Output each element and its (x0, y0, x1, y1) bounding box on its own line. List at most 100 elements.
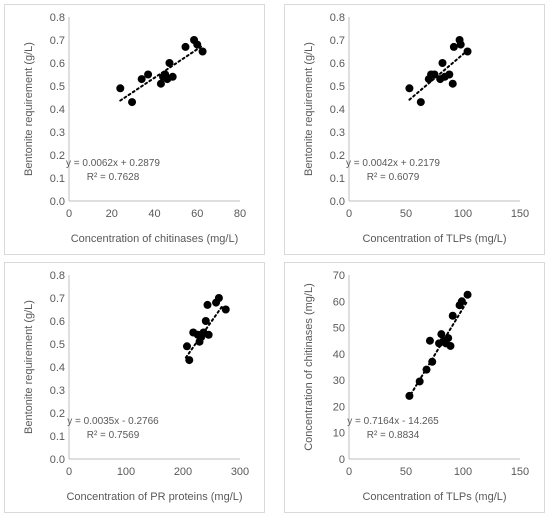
data-point (144, 70, 153, 79)
y-tick-label: 0.0 (50, 454, 65, 466)
x-axis-title: Concentration of TLPs (mg/L) (362, 491, 506, 503)
y-tick-label: 0.3 (50, 127, 65, 139)
data-point (437, 330, 446, 339)
data-point (193, 40, 202, 49)
chart-2: 0.0 0.1 0.2 0.3 0.4 0.5 0.6 0.7 0.8 0 50 100 150 Conc… (303, 12, 529, 245)
data-point (198, 47, 207, 56)
y-tick-label: 0.2 (50, 408, 65, 420)
data-point (422, 365, 431, 374)
y-tick-label: 0.7 (50, 35, 65, 47)
y-tick-label: 0.4 (50, 104, 65, 116)
y-tick-label: 0.2 (50, 150, 65, 162)
r-squared-label: R² = 0.8834 (367, 430, 420, 441)
chart-panel-2: 0.0 0.1 0.2 0.3 0.4 0.5 0.6 0.7 0.8 0 50 100 150 Conc… (284, 4, 545, 255)
x-tick-label: 0 (346, 208, 352, 220)
data-point (430, 70, 439, 79)
x-axis-title: Concentration of PR proteins (mg/L) (66, 491, 242, 503)
y-tick-label: 0.3 (330, 127, 345, 139)
y-axis-title: Bentonite requirement (g/L) (303, 42, 315, 176)
x-axis-title: Concentration of chitinases (mg/L) (71, 233, 239, 245)
x-axis-title: Concentration of TLPs (mg/L) (362, 233, 506, 245)
y-tick-label: 0.3 (50, 385, 65, 397)
chart-1: 0.0 0.1 0.2 0.3 0.4 0.5 0.6 0.7 0.8 0 20 40 60 80 Conc… (23, 12, 246, 245)
data-point (415, 377, 424, 386)
y-tick-label: 0.1 (50, 431, 65, 443)
x-tick-label: 100 (454, 208, 472, 220)
y-tick-label: 0 (339, 454, 345, 466)
data-point (165, 59, 174, 67)
x-tick-label: 150 (511, 466, 529, 478)
x-tick-label: 0 (346, 466, 352, 478)
y-tick-label: 10 (333, 428, 345, 440)
trendline-equation: y = 0.0062x + 0.2879 (66, 158, 160, 169)
data-point (428, 357, 437, 366)
x-tick-label: 0 (66, 208, 72, 220)
chart-panel-3: 0.0 0.1 0.2 0.3 0.4 0.5 0.6 0.7 0.8 0 100 200 300 Con… (4, 262, 265, 513)
x-tick-label: 200 (174, 466, 192, 478)
x-tick-label: 150 (511, 208, 529, 220)
data-point (116, 84, 125, 93)
data-point (416, 98, 425, 107)
data-point (128, 98, 137, 107)
data-point (185, 356, 194, 365)
trendline (408, 49, 469, 101)
data-point (444, 334, 453, 343)
trendline-equation: y = 0.7164x - 14.265 (347, 416, 439, 427)
r-squared-label: R² = 0.7569 (87, 430, 140, 441)
x-tick-label: 0 (66, 466, 72, 478)
y-tick-label: 50 (333, 323, 345, 335)
y-tick-label: 0.7 (330, 35, 345, 47)
y-tick-label: 0.5 (50, 81, 65, 93)
y-axis-title: Bentonite requirement (g/L) (23, 300, 35, 434)
data-point (448, 311, 457, 320)
y-axis-title: Concentration of chitinases (mg/L) (303, 283, 315, 451)
data-point (438, 59, 447, 67)
data-point (449, 42, 458, 51)
chart-3: 0.0 0.1 0.2 0.3 0.4 0.5 0.6 0.7 0.8 0 100 200 300 Con… (23, 270, 249, 503)
data-point (448, 79, 457, 88)
y-tick-label: 0.0 (50, 196, 65, 208)
x-tick-label: 50 (400, 466, 412, 478)
y-tick-label: 70 (333, 270, 345, 282)
y-tick-label: 20 (333, 401, 345, 413)
x-tick-label: 300 (231, 466, 249, 478)
data-point (463, 290, 472, 299)
data-point (445, 70, 454, 79)
x-tick-label: 100 (117, 466, 135, 478)
y-tick-label: 0.2 (330, 150, 345, 162)
y-tick-label: 0.6 (330, 58, 345, 70)
chart-4: 0 10 20 30 40 50 60 70 0 50 100 150 Concentration of… (303, 270, 529, 503)
data-point (203, 300, 212, 309)
y-tick-label: 0.1 (50, 173, 65, 185)
x-tick-label: 60 (191, 208, 203, 220)
trendline-equation: y = 0.0035x - 0.2766 (67, 416, 159, 427)
y-tick-label: 0.7 (50, 293, 65, 305)
chart-panel-4: 0 10 20 30 40 50 60 70 0 50 100 150 Concentration of… (284, 262, 545, 513)
data-point (221, 305, 230, 314)
y-tick-label: 0.8 (330, 12, 345, 24)
data-point (181, 42, 190, 51)
data-point (168, 72, 177, 81)
y-axis-title: Bentonite requirement (g/L) (23, 42, 35, 176)
y-tick-label: 0.6 (50, 58, 65, 70)
data-point (156, 79, 165, 88)
trendline-equation: y = 0.0042x + 0.2179 (346, 158, 440, 169)
data-point (182, 342, 191, 351)
y-tick-label: 40 (333, 349, 345, 361)
x-tick-label: 20 (106, 208, 118, 220)
r-squared-label: R² = 0.6079 (367, 172, 420, 183)
y-tick-label: 0.5 (50, 339, 65, 351)
data-point (456, 40, 465, 49)
data-point (405, 391, 414, 400)
y-tick-label: 0.4 (330, 104, 345, 116)
y-tick-label: 0.0 (330, 196, 345, 208)
data-point (457, 297, 466, 306)
y-tick-label: 30 (333, 375, 345, 387)
y-tick-label: 0.8 (50, 270, 65, 282)
x-tick-label: 80 (234, 208, 246, 220)
data-point (204, 330, 213, 339)
x-tick-label: 50 (400, 208, 412, 220)
y-tick-label: 0.4 (50, 362, 65, 374)
data-point (425, 336, 434, 345)
y-tick-label: 0.6 (50, 316, 65, 328)
